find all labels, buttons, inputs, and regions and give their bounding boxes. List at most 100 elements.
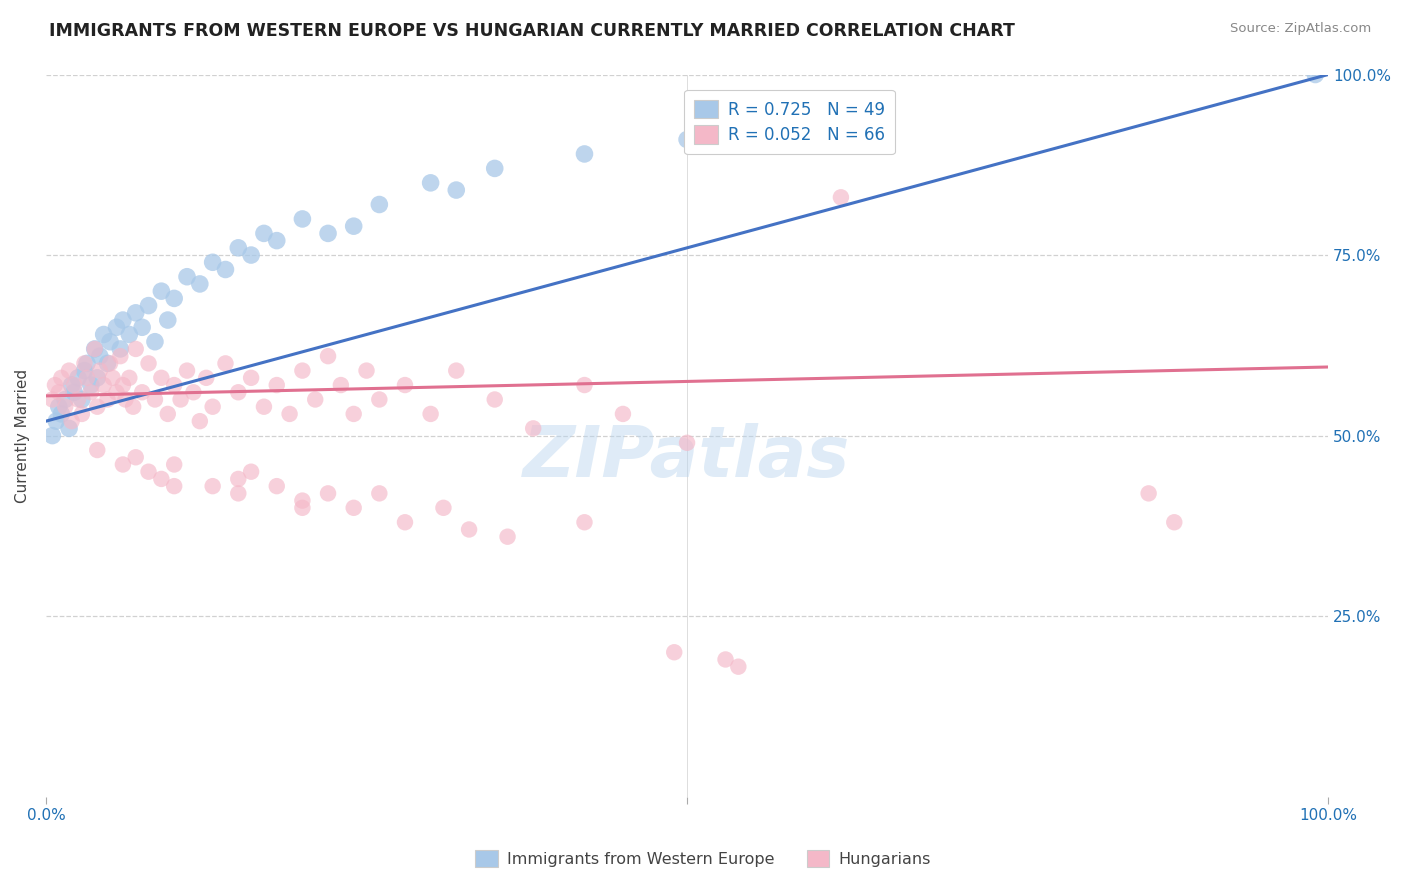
Point [101, 371, 124, 385]
Point [63, 378, 86, 392]
Point [48, 385, 70, 400]
Point [118, 371, 141, 385]
Point [830, 118, 852, 132]
Point [484, 392, 506, 407]
Point [176, 269, 198, 284]
Legend: Immigrants from Western Europe, Hungarians: Immigrants from Western Europe, Hungaria… [468, 844, 938, 873]
Point [143, 392, 166, 407]
Point [343, 219, 366, 234]
Point [316, 486, 339, 500]
Point [96, 392, 118, 407]
Point [110, 349, 132, 363]
Point [394, 515, 416, 529]
Point [150, 472, 173, 486]
Point [111, 378, 134, 392]
Point [156, 313, 179, 327]
Point [111, 458, 134, 472]
Point [201, 400, 224, 414]
Point [496, 530, 519, 544]
Point [727, 659, 749, 673]
Point [343, 500, 366, 515]
Legend: R = 0.725   N = 49, R = 0.052   N = 66: R = 0.725 N = 49, R = 0.052 N = 66 [685, 90, 894, 154]
Point [226, 385, 249, 400]
Point [343, 407, 366, 421]
Y-axis label: Currently Married: Currently Married [15, 368, 30, 503]
Point [83, 342, 105, 356]
Point [98, 334, 121, 349]
Point [66, 371, 89, 385]
Point [150, 284, 173, 298]
Point [240, 371, 263, 385]
Point [70, 392, 93, 407]
Point [105, 385, 128, 400]
Point [143, 334, 166, 349]
Point [58, 363, 80, 377]
Point [368, 197, 391, 211]
Point [266, 378, 288, 392]
Point [195, 371, 218, 385]
Point [70, 407, 93, 421]
Point [122, 400, 145, 414]
Point [676, 435, 699, 450]
Point [93, 327, 115, 342]
Point [66, 392, 89, 407]
Point [163, 458, 186, 472]
Point [446, 183, 468, 197]
Point [176, 363, 198, 377]
Point [419, 176, 441, 190]
Text: ZIPatlas: ZIPatlas [523, 423, 851, 491]
Point [316, 349, 339, 363]
Point [291, 493, 314, 508]
Point [89, 349, 111, 363]
Point [53, 392, 76, 407]
Point [419, 407, 441, 421]
Point [111, 313, 134, 327]
Point [291, 211, 314, 226]
Point [114, 392, 136, 407]
Point [138, 299, 160, 313]
Point [138, 356, 160, 370]
Point [612, 407, 634, 421]
Point [830, 190, 852, 204]
Point [163, 292, 186, 306]
Point [58, 421, 80, 435]
Point [291, 363, 314, 377]
Point [394, 378, 416, 392]
Point [676, 132, 699, 146]
Point [226, 241, 249, 255]
Point [278, 407, 301, 421]
Point [574, 378, 596, 392]
Point [266, 234, 288, 248]
Point [105, 320, 128, 334]
Point [80, 378, 103, 392]
Point [226, 486, 249, 500]
Point [51, 407, 73, 421]
Point [76, 371, 98, 385]
Point [80, 385, 103, 400]
Point [188, 414, 211, 428]
Point [201, 255, 224, 269]
Point [253, 400, 276, 414]
Point [131, 320, 153, 334]
Point [574, 515, 596, 529]
Point [163, 479, 186, 493]
Point [1137, 486, 1160, 500]
Point [41, 392, 63, 407]
Point [125, 342, 148, 356]
Point [188, 277, 211, 291]
Point [368, 392, 391, 407]
Point [356, 363, 378, 377]
Point [664, 645, 686, 659]
Point [86, 400, 108, 414]
Point [432, 500, 454, 515]
Point [226, 472, 249, 486]
Point [458, 523, 481, 537]
Point [266, 479, 288, 493]
Point [316, 227, 339, 241]
Point [60, 414, 83, 428]
Point [150, 371, 173, 385]
Point [240, 248, 263, 262]
Point [291, 500, 314, 515]
Point [1305, 68, 1327, 82]
Point [125, 450, 148, 465]
